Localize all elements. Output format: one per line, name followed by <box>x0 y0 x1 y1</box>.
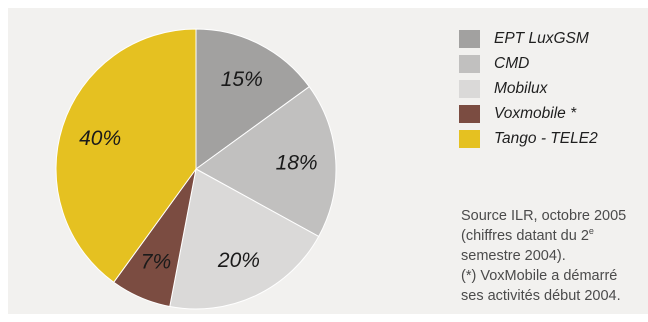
pie-slice-tango-tele2 <box>55 28 197 283</box>
slice-label-voxmobile: 7% <box>141 251 171 274</box>
legend-label: Voxmobile * <box>494 104 577 122</box>
legend-item: Mobilux <box>459 76 598 101</box>
note-line: ses activités début 2004. <box>461 288 621 304</box>
legend-label: CMD <box>494 54 530 72</box>
legend-swatch <box>459 79 480 98</box>
slice-label-ept-luxgsm: 15% <box>221 68 263 91</box>
legend-swatch <box>459 129 480 148</box>
legend-label: EPT LuxGSM <box>494 29 589 47</box>
note-line: Source ILR, octobre 2005 <box>461 208 627 224</box>
legend-item: Tango - TELE2 <box>459 126 598 151</box>
pie-slice-ept-luxgsm <box>195 28 310 170</box>
legend-item: EPT LuxGSM <box>459 26 598 51</box>
legend-label: Tango - TELE2 <box>494 129 598 147</box>
note-superscript: e <box>588 226 594 236</box>
legend-item: Voxmobile * <box>459 101 598 126</box>
legend-label: Mobilux <box>494 79 548 97</box>
pie-slice-mobilux <box>169 168 320 310</box>
chart-panel: 15% 18% 20% 7% 40% EPT LuxGSM CMD Mobilux Vo… <box>8 8 648 314</box>
slice-label-tango-tele2: 40% <box>79 127 121 150</box>
note-text: (chiffres datant du 2 <box>461 228 589 244</box>
legend-swatch <box>459 104 480 123</box>
slice-label-mobilux: 20% <box>217 249 260 272</box>
legend: EPT LuxGSM CMD Mobilux Voxmobile * Tango… <box>459 26 598 151</box>
note-line: (chiffres datant du 2e <box>461 226 648 246</box>
legend-swatch <box>459 54 480 73</box>
legend-item: CMD <box>459 51 598 76</box>
source-note: Source ILR, octobre 2005 (chiffres datan… <box>461 206 648 306</box>
slice-label-cmd: 18% <box>276 152 318 175</box>
note-line: (*) VoxMobile a démarré <box>461 268 618 284</box>
note-line: semestre 2004). <box>461 248 566 264</box>
pie-chart: 15% 18% 20% 7% 40% <box>55 28 337 310</box>
pie-slice-cmd <box>195 86 337 238</box>
legend-swatch <box>459 29 480 48</box>
